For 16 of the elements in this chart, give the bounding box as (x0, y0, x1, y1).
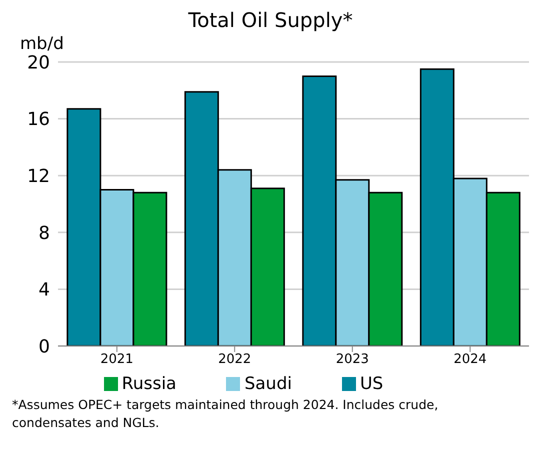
x-tick-label: 2021 (100, 352, 134, 368)
x-tick-label: 2023 (336, 352, 369, 368)
legend-label: US (360, 374, 384, 394)
y-tick-label: 16 (27, 109, 50, 130)
legend-label: Saudi (244, 374, 292, 394)
y-axis-title: mb/d (20, 34, 65, 54)
chart-title: Total Oil Supply* (187, 8, 354, 32)
text: *Assumes OPEC+ targets maintained through 2024. Includes crude, condensates and NGLs. (12, 396, 440, 431)
y-tick-label: 8 (38, 222, 50, 244)
y-tick-label: 4 (38, 280, 50, 301)
legend-label: Russia (122, 374, 176, 394)
x-tick-label: 2022 (218, 352, 252, 368)
x-tick-label: 2024 (454, 352, 487, 368)
y-tick-label: 20 (27, 52, 50, 74)
y-tick-label: 0 (38, 336, 50, 358)
y-tick-label: 12 (27, 166, 50, 187)
